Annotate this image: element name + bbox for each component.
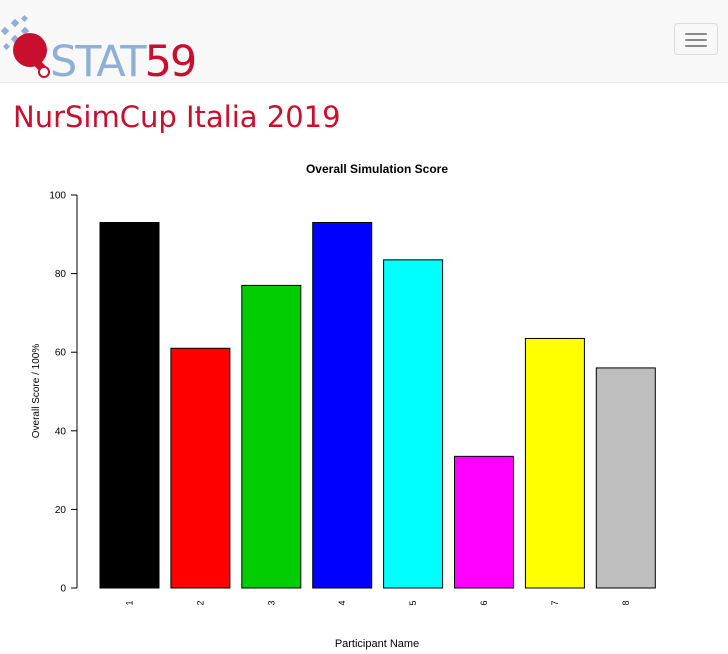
logo-text-stat: STAT (50, 37, 147, 87)
chart-ylabel: Overall Score / 100% (31, 344, 42, 439)
bar-participant-8 (595, 367, 656, 589)
chart-xlabel: Participant Name (335, 638, 419, 650)
bar-participant-5 (383, 259, 444, 589)
x-tick-label: 2 (195, 600, 205, 605)
y-tick-label: 60 (55, 348, 67, 359)
x-tick-label: 3 (266, 600, 276, 605)
x-tick-labels: 1 2 3 4 5 6 7 8 (125, 600, 631, 605)
y-tick-label: 100 (49, 191, 66, 202)
bars (99, 222, 656, 589)
bar-participant-4 (312, 222, 373, 589)
page-title: NurSimCup Italia 2019 (13, 100, 341, 134)
logo-text-num: 59 (144, 37, 198, 87)
bar-participant-6 (454, 455, 514, 589)
y-tick-label: 0 (60, 584, 66, 595)
x-tick-label: 1 (125, 600, 135, 605)
stat59-logo[interactable]: STAT59 (0, 14, 200, 84)
y-tick-label: 40 (55, 426, 67, 437)
x-tick-label: 8 (621, 600, 631, 605)
y-tick-label: 80 (55, 269, 67, 280)
menu-toggle-button[interactable] (674, 23, 718, 55)
bar-participant-2 (170, 347, 231, 589)
bar-participant-3 (241, 284, 302, 589)
x-tick-label: 4 (337, 600, 347, 605)
ping-pong-paddle-icon (0, 14, 50, 78)
x-tick-label: 7 (550, 600, 560, 605)
bar-participant-7 (524, 337, 585, 589)
y-axis: 0 20 40 60 80 100 (49, 191, 78, 595)
bar-participant-1 (99, 222, 160, 589)
overall-score-bar-chart: Overall Simulation Score Overall Score /… (31, 162, 656, 650)
navbar: STAT59 (0, 0, 728, 84)
x-tick-label: 6 (479, 600, 489, 605)
y-tick-label: 20 (55, 505, 67, 516)
x-tick-label: 5 (408, 600, 418, 605)
chart-title: Overall Simulation Score (306, 162, 448, 176)
